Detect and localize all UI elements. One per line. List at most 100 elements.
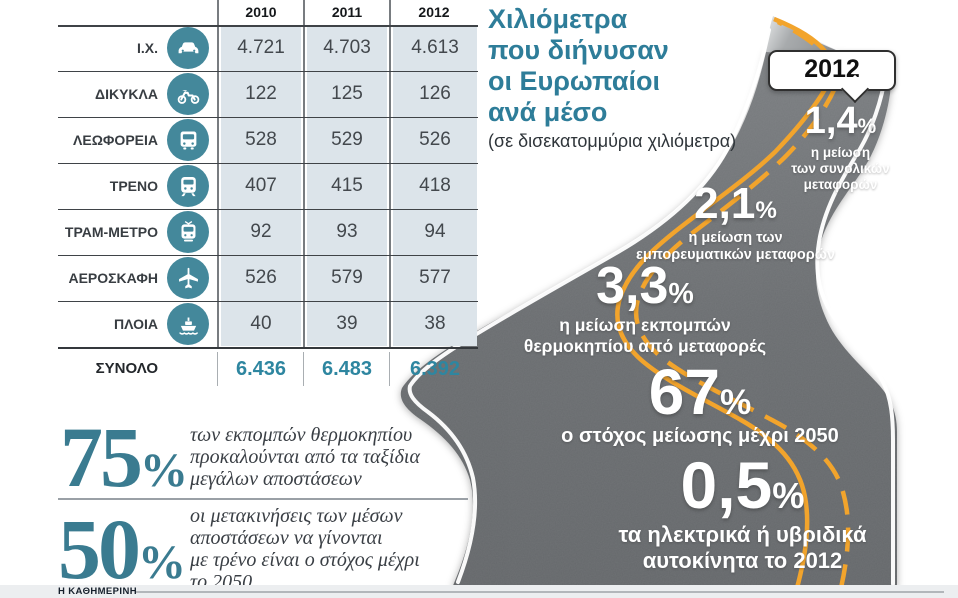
highlight-divider <box>58 498 468 500</box>
row-label: ΑΕΡΟΣΚΑΦΗ <box>68 270 158 286</box>
cell-value: 4.703 <box>323 37 371 58</box>
cell-value: 125 <box>331 83 363 104</box>
row-label: ΔΙΚΥΚΛΑ <box>95 86 158 102</box>
highlight-50-text: οι μετακινήσεις των μέσων αποστάσεων να … <box>190 505 420 593</box>
row-label: ΤΡΑΜ-ΜΕΤΡΟ <box>64 224 158 240</box>
cell-value: 122 <box>245 83 277 104</box>
cell-value: 93 <box>336 221 358 242</box>
table-row-two-wheelers: ΔΙΚΥΚΛΑ 122 125 126 <box>0 71 482 117</box>
cell-value: 526 <box>245 267 277 288</box>
cell-value: 4.613 <box>411 37 459 58</box>
table-line <box>58 255 478 257</box>
column-fill-2012 <box>393 27 477 346</box>
total-value: 6.483 <box>321 358 373 380</box>
table-row-buses: ΛΕΩΦΟΡΕΙΑ 528 529 526 <box>0 117 482 163</box>
table-row-total: ΣΥΝΟΛΟ 6.436 6.483 6.392 <box>0 347 482 391</box>
total-value: 6.392 <box>409 358 461 380</box>
table-line <box>58 71 478 73</box>
stat-value: 67% <box>648 356 752 428</box>
cell-value: 418 <box>419 175 451 196</box>
stat-value: 1,4% <box>804 100 877 142</box>
row-label: Ι.Χ. <box>136 40 158 56</box>
table-line-total <box>58 347 478 350</box>
cell-value: 92 <box>250 221 272 242</box>
road-stat-2050-target: 67% ο στόχος μείωσης μέχρι 2050 <box>545 360 855 448</box>
center-line-dashed <box>633 19 851 589</box>
table-line <box>58 163 478 165</box>
table-row-tram-metro: ΤΡΑΜ-ΜΕΤΡΟ 92 93 94 <box>0 209 482 255</box>
bus-icon <box>167 119 209 161</box>
table-row-aircraft: ΑΕΡΟΣΚΑΦΗ 526 579 577 <box>0 255 482 301</box>
column-fill-2010 <box>221 27 301 346</box>
table-row-cars: Ι.Χ. 4.721 4.703 4.613 <box>0 25 482 71</box>
cell-value: 528 <box>245 129 277 150</box>
title-subtitle: (σε δισεκατομμύρια χιλιόμετρα) <box>488 131 737 151</box>
ship-icon <box>167 303 209 345</box>
row-label: ΛΕΩΦΟΡΕΙΑ <box>73 132 158 148</box>
stat-value: 0,5% <box>680 448 805 522</box>
table-line <box>58 301 478 303</box>
column-divider <box>303 0 305 347</box>
cell-value: 415 <box>331 175 363 196</box>
cell-value: 407 <box>245 175 277 196</box>
cell-value: 39 <box>336 313 358 334</box>
stat-description: τα ηλεκτρικά ή υβριδικά αυτοκίνητα το 20… <box>618 522 867 573</box>
stat-description: ο στόχος μείωσης μέχρι 2050 <box>561 425 839 447</box>
total-column-tick <box>303 352 304 386</box>
road-stat-electric-cars: 0,5% τα ηλεκτρικά ή υβριδικά αυτοκίνητα … <box>585 452 900 574</box>
table-line <box>58 25 478 27</box>
total-label: ΣΥΝΟΛΟ <box>95 360 158 377</box>
cell-value: 40 <box>250 313 272 334</box>
title-line: που διήνυσαν <box>488 35 669 65</box>
cell-value: 526 <box>419 129 451 150</box>
plane-icon <box>167 257 209 299</box>
row-label: ΠΛΟΙΑ <box>114 316 158 332</box>
column-divider <box>389 0 391 347</box>
stat-value: 3,3% <box>596 257 694 315</box>
stat-value: 2,1% <box>694 179 777 228</box>
title-line: οι Ευρωπαίοι <box>488 66 660 96</box>
footer-line <box>136 591 944 593</box>
cell-value: 577 <box>419 267 451 288</box>
column-fill-2011 <box>307 27 387 346</box>
cell-value: 126 <box>419 83 451 104</box>
year-callout: 2012 <box>768 50 896 91</box>
stat-description: η μείωση των συνολικών μεταφορών <box>791 145 890 192</box>
row-label: ΤΡΕΝΟ <box>109 178 158 194</box>
highlight-75-number: 75% <box>60 409 188 505</box>
cell-value: 38 <box>424 313 446 334</box>
road-right-edge-line <box>815 70 895 586</box>
total-column-tick <box>389 352 390 386</box>
total-value: 6.436 <box>235 358 287 380</box>
highlight-50-number: 50% <box>58 501 186 597</box>
year-header-2011: 2011 <box>331 4 363 20</box>
cell-value: 94 <box>424 221 446 242</box>
title-line: ανά μέσο <box>488 97 608 127</box>
highlight-75-text: των εκπομπών θερμοκηπίου προκαλούνται απ… <box>190 424 420 490</box>
road-stat-ghg-emissions: 3,3% η μείωση εκπομπών θερμοκηπίου από μ… <box>510 260 780 357</box>
title-line: Χιλιόμετρα <box>488 4 628 34</box>
newspaper-brand: Η ΚΑΘΗΜΕΡΙΝΗ <box>58 586 137 597</box>
transport-table: 2010 2011 2012 Ι.Χ. 4.721 4.703 4.613 ΔΙ… <box>0 0 482 400</box>
cell-value: 4.721 <box>237 37 285 58</box>
car-icon <box>167 27 209 69</box>
table-row-ships: ΠΛΟΙΑ 40 39 38 <box>0 301 482 347</box>
table-line <box>58 117 478 119</box>
center-line-solid <box>615 16 835 589</box>
year-header-2012: 2012 <box>418 4 450 20</box>
road-stat-freight-transport: 2,1% η μείωση των εμπορευματικών μεταφορ… <box>618 182 853 264</box>
stat-description: η μείωση εκπομπών θερμοκηπίου από μεταφο… <box>523 315 767 356</box>
road-stat-total-transport: 1,4% η μείωση των συνολικών μεταφορών <box>768 102 913 193</box>
table-line <box>58 209 478 211</box>
year-header-2010: 2010 <box>245 4 277 20</box>
tram-icon <box>167 211 209 253</box>
cell-value: 529 <box>331 129 363 150</box>
stat-description: η μείωση των εμπορευματικών μεταφορών <box>635 230 836 263</box>
cell-value: 579 <box>331 267 363 288</box>
column-divider <box>217 0 219 347</box>
total-column-tick <box>217 352 218 386</box>
train-icon <box>167 165 209 207</box>
table-row-trains: ΤΡΕΝΟ 407 415 418 <box>0 163 482 209</box>
